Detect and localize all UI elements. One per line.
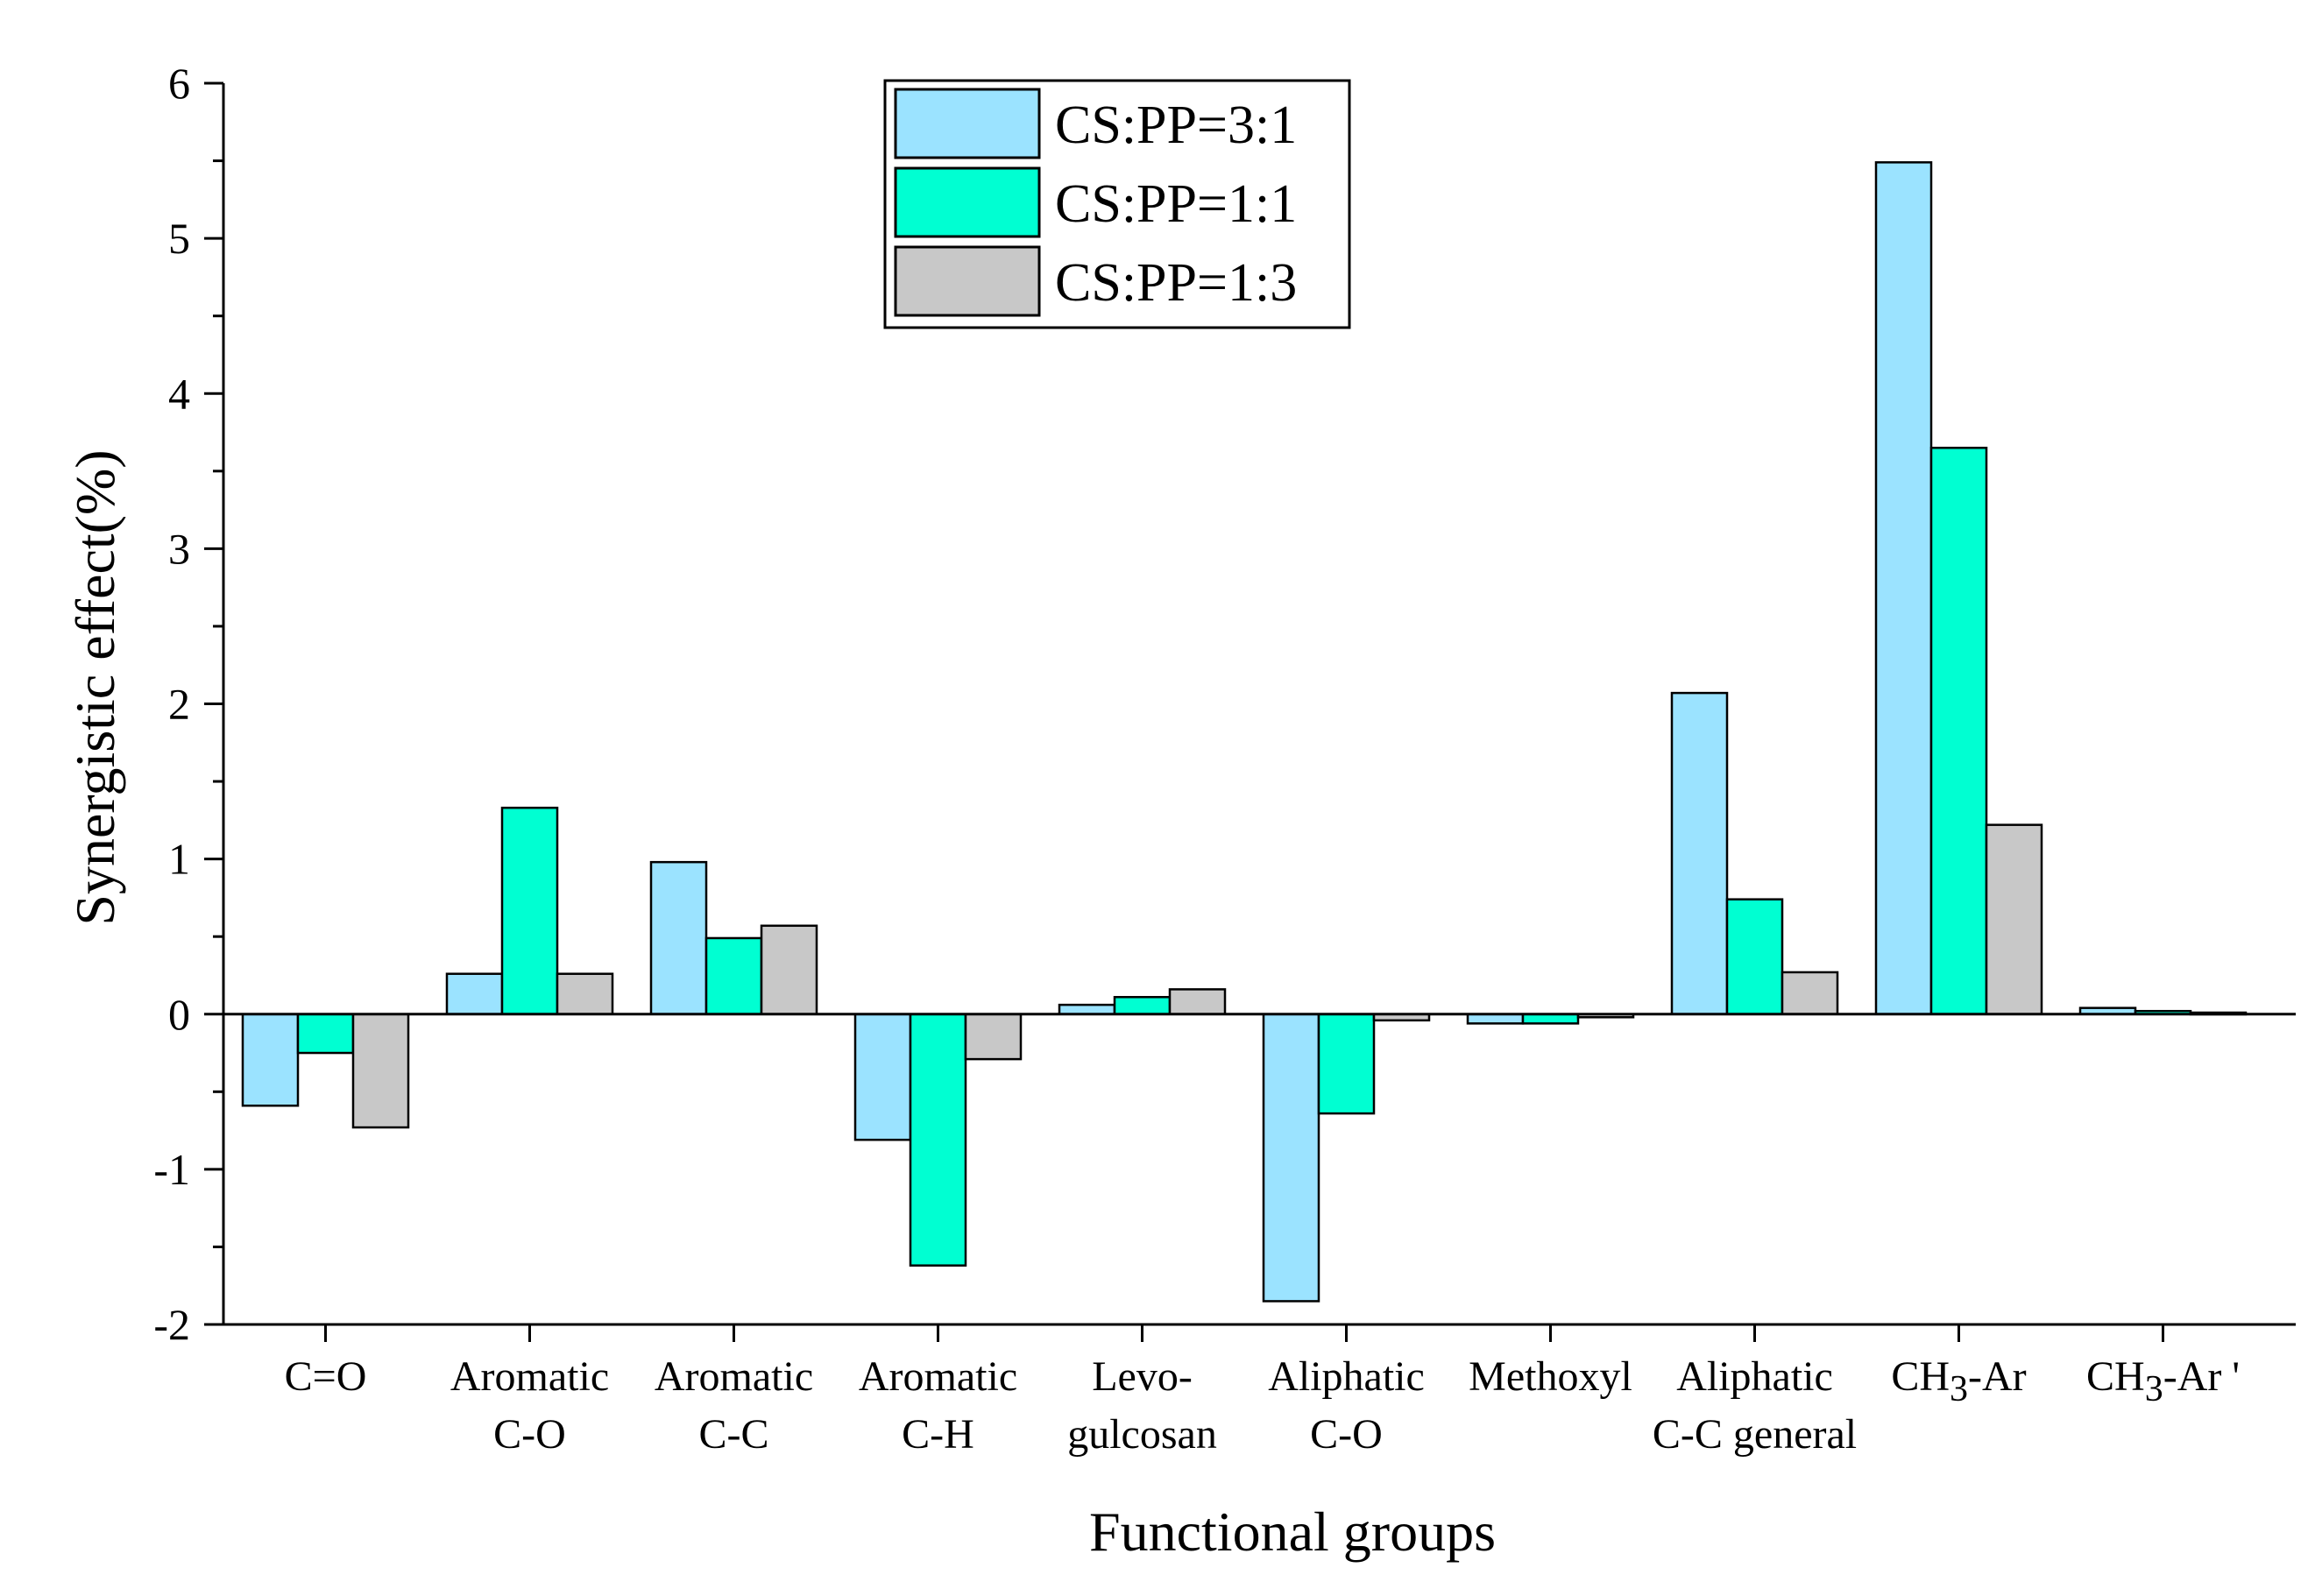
bar-2-cat-4 bbox=[909, 1013, 967, 1267]
bar-1-cat-2 bbox=[445, 972, 504, 1016]
bar-2-cat-9 bbox=[1929, 446, 1988, 1015]
y-tick-label: 5 bbox=[168, 214, 190, 263]
bar-2-cat-7 bbox=[1521, 1013, 1580, 1025]
labels-layer: -2 -1 0 1 2 3 4 5 6 C=O Aromatic C-O Aromatic C-C Arom… bbox=[64, 59, 2240, 1563]
bar-3-cat-8 bbox=[1781, 971, 1839, 1016]
bar-3-cat-9 bbox=[1985, 823, 2043, 1015]
bar-2-cat-2 bbox=[500, 806, 559, 1016]
bar-1-cat-7 bbox=[1466, 1013, 1525, 1025]
y-tick-label: -1 bbox=[153, 1145, 190, 1194]
y-tick-label: 4 bbox=[168, 369, 190, 418]
legend-swatch-1 bbox=[894, 88, 1041, 159]
bar-2-cat-8 bbox=[1725, 898, 1784, 1015]
bar-1-cat-6 bbox=[1262, 1013, 1320, 1303]
x-tick-label: Levo- bbox=[1092, 1353, 1193, 1400]
x-tick-label: Aromatic bbox=[655, 1353, 813, 1400]
x-tick-label: C-O bbox=[493, 1411, 566, 1458]
bar-3-cat-2 bbox=[556, 972, 614, 1016]
bar-2-cat-5 bbox=[1113, 996, 1172, 1015]
bar-2-cat-3 bbox=[704, 936, 763, 1015]
x-tick-label: gulcosan bbox=[1067, 1411, 1217, 1458]
x-tick-label: C-O bbox=[1310, 1411, 1383, 1458]
bar-1-cat-4 bbox=[853, 1013, 912, 1141]
bar-2-cat-1 bbox=[296, 1013, 355, 1055]
y-tick-label: -2 bbox=[153, 1300, 190, 1349]
legend-label-3: CS:PP=1:3 bbox=[1055, 253, 1297, 313]
x-tick-label: Aliphatic bbox=[1268, 1353, 1425, 1400]
bar-3-cat-1 bbox=[351, 1013, 410, 1129]
y-tick-label: 0 bbox=[168, 990, 190, 1039]
bars-layer bbox=[241, 161, 2248, 1303]
bar-1-cat-5 bbox=[1058, 1003, 1116, 1016]
x-tick-label: CH3-Ar ' bbox=[2086, 1353, 2240, 1409]
y-tick-label: 1 bbox=[168, 835, 190, 884]
bar-3-cat-3 bbox=[760, 924, 818, 1015]
x-tick-label: C-C general bbox=[1653, 1411, 1857, 1458]
x-tick-label: C-H bbox=[902, 1411, 974, 1458]
y-tick-label: 3 bbox=[168, 524, 190, 573]
bar-1-cat-8 bbox=[1670, 691, 1729, 1015]
y-tick-label: 6 bbox=[168, 59, 190, 108]
x-tick-label: C=O bbox=[285, 1353, 367, 1400]
bar-1-cat-3 bbox=[649, 860, 708, 1015]
bar-3-cat-5 bbox=[1168, 988, 1227, 1016]
bar-3-cat-4 bbox=[964, 1013, 1023, 1061]
x-tick-label: Methoxyl bbox=[1469, 1353, 1632, 1400]
x-axis-title: Functional groups bbox=[1089, 1501, 1496, 1563]
x-tick-label: CH3-Ar bbox=[1891, 1353, 2026, 1409]
x-tick-label: Aromatic bbox=[859, 1353, 1017, 1400]
bar-2-cat-6 bbox=[1317, 1013, 1376, 1115]
bar-1-cat-1 bbox=[241, 1013, 300, 1107]
legend: CS:PP=3:1 CS:PP=1:1 CS:PP=1:3 bbox=[883, 79, 1351, 329]
legend-label-1: CS:PP=3:1 bbox=[1055, 95, 1297, 155]
x-tick-label: Aliphatic bbox=[1676, 1353, 1833, 1400]
axes-layer bbox=[204, 81, 2296, 1342]
x-tick-label: Aromatic bbox=[450, 1353, 609, 1400]
legend-swatch-3 bbox=[894, 245, 1041, 317]
y-axis-title: Synergistic effect(%) bbox=[64, 449, 126, 925]
legend-label-2: CS:PP=1:1 bbox=[1055, 174, 1297, 234]
y-tick-label: 2 bbox=[168, 680, 190, 729]
bar-1-cat-9 bbox=[1874, 161, 1933, 1016]
x-tick-label: C-C bbox=[698, 1411, 768, 1458]
legend-swatch-2 bbox=[894, 166, 1041, 238]
